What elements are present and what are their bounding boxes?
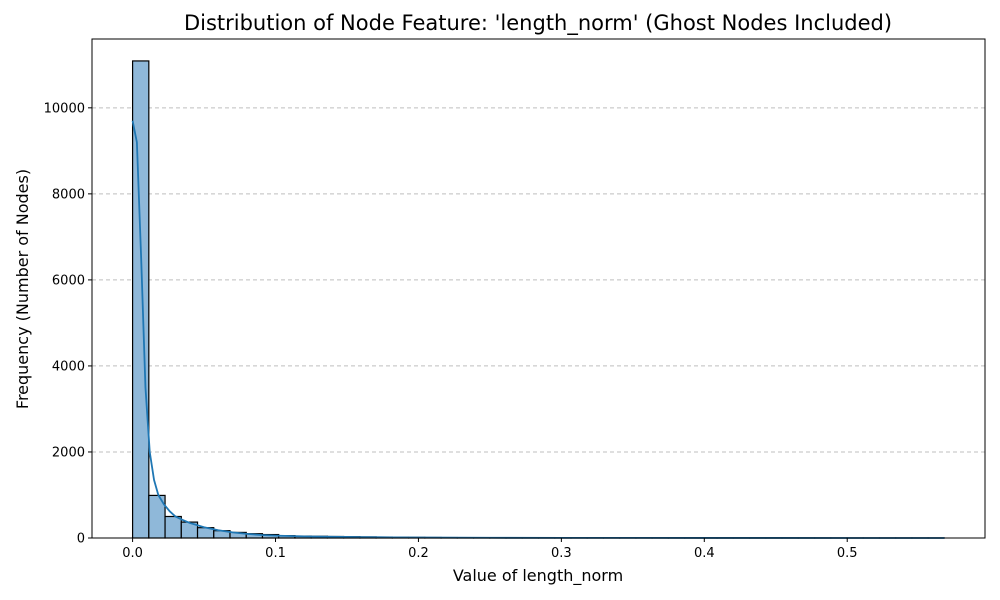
y-tick-label: 2000: [52, 445, 85, 460]
plot-frame: [91, 38, 986, 539]
y-tick-label: 8000: [52, 187, 85, 202]
y-axis-label: Frequency (Number of Nodes): [13, 169, 32, 409]
x-tick-label: 0.0: [122, 546, 143, 561]
y-tick-label: 10000: [44, 101, 85, 116]
y-tick-label: 4000: [52, 359, 85, 374]
x-tick-label: 0.1: [265, 546, 286, 561]
grid-lines: [92, 107, 985, 453]
x-axis-label: Value of length_norm: [453, 566, 623, 586]
y-axis-ticks: 0 2000 4000 6000 8000 10000: [44, 101, 92, 547]
histogram-bars: [131, 60, 946, 539]
y-tick-label: 6000: [52, 273, 85, 288]
chart-title: Distribution of Node Feature: 'length_no…: [184, 11, 892, 36]
histogram-bar: [164, 515, 182, 539]
x-tick-label: 0.2: [408, 546, 429, 561]
x-tick-label: 0.5: [837, 546, 858, 561]
x-tick-label: 0.4: [694, 546, 715, 561]
y-tick-label: 0: [77, 532, 85, 547]
x-axis-ticks: 0.0 0.1 0.2 0.3 0.4 0.5: [122, 538, 858, 561]
kde-line: [131, 120, 945, 539]
x-tick-label: 0.3: [551, 546, 572, 561]
